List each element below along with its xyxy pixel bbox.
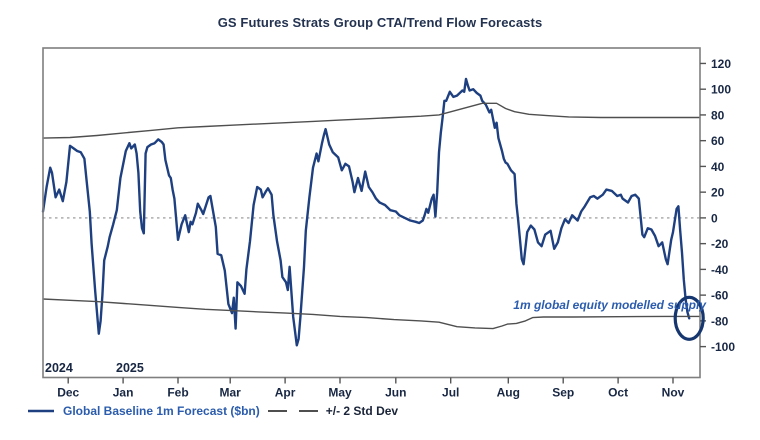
chart-title: GS Futures Strats Group CTA/Trend Flow F… — [217, 15, 543, 30]
x-tick-label: May — [328, 386, 352, 400]
chart-legend: Global Baseline 1m Forecast ($bn) +/- 2 … — [26, 404, 398, 418]
y-tick-label: -20 — [711, 237, 729, 251]
plot-frame — [42, 47, 701, 379]
chart-generated-layer: Dec Jan Feb Mar Apr May Jun Jul Aug Sep Oct Nov -100… — [41, 47, 735, 400]
forecast-line — [41, 77, 691, 347]
y-tick-label: -100 — [711, 340, 735, 354]
y-tick-label: 40 — [711, 160, 725, 174]
legend-line-swatch-forecast — [28, 409, 54, 413]
year-label-2025: 2025 — [116, 361, 144, 375]
chart-annotation: 1m global equity modelled supply — [513, 298, 706, 312]
x-tick-label: Nov — [662, 386, 685, 400]
x-tick-label: Mar — [220, 386, 242, 400]
end-point-ellipse-annotation — [673, 295, 705, 341]
x-tick-label: Jul — [442, 386, 459, 400]
x-tick-label: Dec — [57, 386, 79, 400]
x-tick-label: Sep — [552, 386, 574, 400]
upper-std-dev-line — [42, 102, 701, 139]
legend-dash-swatch-stddev — [267, 410, 318, 412]
y-tick-label: 80 — [711, 108, 725, 122]
legend-label-forecast: Global Baseline 1m Forecast ($bn) — [63, 404, 260, 418]
y-tick-label: 120 — [711, 57, 731, 71]
y-tick-label: -60 — [711, 289, 729, 303]
x-tick-label: Apr — [275, 386, 296, 400]
x-tick-label: Aug — [497, 386, 520, 400]
x-tick-label: Feb — [167, 386, 188, 400]
y-tick-label: 100 — [711, 83, 731, 97]
x-tick-label: Oct — [608, 386, 628, 400]
x-tick-label: Jan — [113, 386, 134, 400]
y-tick-label: 0 — [711, 211, 718, 225]
lower-std-dev-line — [42, 298, 701, 330]
y-tick-label: -80 — [711, 314, 729, 328]
year-label-2024: 2024 — [45, 361, 73, 375]
y-tick-label: 20 — [711, 186, 725, 200]
y-tick-label: -40 — [711, 263, 729, 277]
y-tick-label: 60 — [711, 134, 725, 148]
legend-label-stddev: +/- 2 Std Dev — [325, 404, 399, 418]
x-tick-label: Jun — [385, 386, 406, 400]
